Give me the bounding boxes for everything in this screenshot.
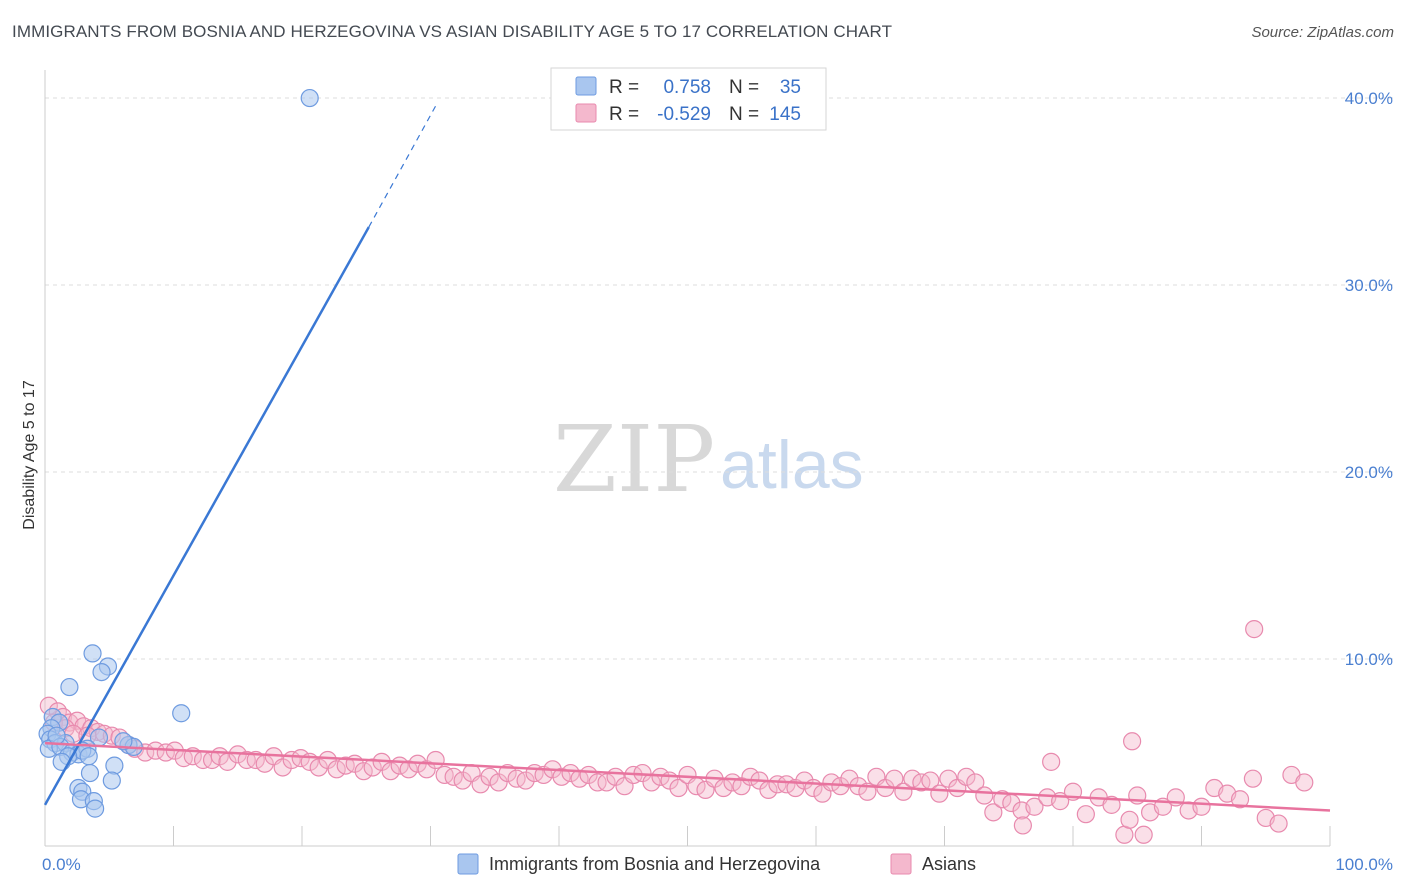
asians-point	[327, 760, 346, 779]
bosnia-point	[60, 677, 79, 697]
y-tick-label-0: 10.0%	[1345, 650, 1393, 669]
bosnia-point	[105, 756, 124, 775]
asians-point	[1076, 805, 1095, 824]
asians-point	[1042, 752, 1061, 771]
asians-point	[903, 769, 922, 788]
bosnia-trend-line	[43, 226, 370, 806]
asians-point	[1230, 790, 1250, 809]
y-tick-labels: 10.0% 20.0% 30.0% 40.0%	[1345, 89, 1393, 669]
asians-points	[39, 619, 1314, 844]
bosnia-point	[114, 732, 133, 751]
watermark-zip: ZIP	[553, 406, 715, 513]
asians-point	[1025, 797, 1044, 816]
asians-point	[426, 750, 445, 770]
asians-point	[1013, 816, 1032, 835]
bottom-legend: Immigrants from Bosnia and Herzegovina A…	[457, 853, 976, 875]
asians-point	[1245, 619, 1264, 639]
asians-point	[561, 763, 580, 783]
bosnia-point	[83, 644, 102, 663]
legend-r-label-asians: R =	[609, 104, 639, 125]
legend-n-value-bosnia: 35	[780, 77, 801, 98]
asians-point	[354, 762, 373, 781]
asians-point	[1243, 769, 1263, 788]
asians-point	[381, 762, 400, 781]
legend-r-value-asians: -0.529	[657, 104, 711, 125]
asians-point	[1120, 810, 1139, 829]
bottom-legend-label-asians: Asians	[922, 854, 976, 874]
legend-swatch-asians	[575, 103, 597, 123]
asians-point	[1102, 795, 1121, 814]
asians-point	[336, 756, 355, 775]
asians-point	[957, 767, 976, 786]
asians-point	[669, 778, 688, 798]
legend-box: R = 0.758 N = 35 R = -0.529 N = 145	[550, 67, 827, 131]
y-axis-label: Disability Age 5 to 17	[21, 380, 38, 530]
y-tick-label-1: 20.0%	[1345, 463, 1393, 482]
asians-point	[1269, 814, 1288, 833]
x-tick-labels: 0.0% 100.0%	[42, 855, 1393, 874]
asians-point	[435, 765, 454, 785]
legend-n-value-asians: 145	[769, 104, 801, 125]
x-tick-label-1: 100.0%	[1335, 855, 1393, 874]
asians-point	[246, 750, 265, 770]
source-credit: Source: ZipAtlas.com	[1251, 24, 1394, 41]
asians-point	[399, 760, 418, 779]
asians-point	[993, 790, 1012, 809]
asians-point	[597, 773, 616, 792]
y-tick-label-2: 30.0%	[1345, 276, 1393, 295]
asians-point	[912, 773, 931, 792]
trend-lines	[43, 103, 1331, 812]
x-tick-label-0: 0.0%	[42, 855, 81, 874]
asians-point	[975, 786, 994, 805]
asians-point	[1295, 773, 1314, 792]
bottom-legend-swatch-bosnia	[457, 853, 479, 875]
asians-point	[363, 758, 382, 777]
watermark: ZIP atlas	[553, 406, 864, 513]
asians-point	[444, 767, 463, 786]
bosnia-points	[38, 88, 319, 818]
bosnia-point	[102, 771, 121, 790]
bottom-legend-label-bosnia: Immigrants from Bosnia and Herzegovina	[489, 854, 821, 874]
asians-point	[822, 773, 841, 792]
asians-point	[1134, 825, 1153, 844]
legend-r-value-bosnia: 0.758	[663, 77, 711, 98]
bosnia-point	[300, 88, 319, 108]
asians-point	[552, 767, 571, 786]
watermark-atlas: atlas	[720, 427, 864, 503]
bosnia-point	[86, 799, 105, 818]
legend-swatch-bosnia	[575, 76, 597, 96]
bosnia-point	[80, 763, 100, 783]
asians-point	[984, 803, 1003, 822]
chart-title: IMMIGRANTS FROM BOSNIA AND HERZEGOVINA V…	[12, 22, 893, 41]
bosnia-point	[172, 704, 191, 723]
asians-point	[1192, 797, 1211, 816]
legend-n-label-bosnia: N =	[729, 77, 759, 98]
asians-point	[1123, 732, 1142, 751]
asians-trend-line	[44, 741, 1331, 812]
asians-point	[480, 767, 499, 786]
legend-n-label-asians: N =	[729, 104, 759, 125]
bosnia-point	[47, 726, 66, 745]
asians-point	[930, 784, 949, 803]
asians-point	[507, 769, 526, 788]
bottom-legend-swatch-asians	[890, 853, 912, 875]
bosnia-trend-extension	[368, 103, 438, 228]
bosnia-point	[79, 747, 98, 766]
asians-point	[777, 775, 796, 794]
bosnia-point	[52, 752, 71, 771]
y-tick-label-3: 40.0%	[1345, 89, 1393, 108]
legend-r-label-bosnia: R =	[609, 77, 639, 98]
gridlines	[45, 97, 1395, 660]
bosnia-point	[92, 663, 111, 682]
